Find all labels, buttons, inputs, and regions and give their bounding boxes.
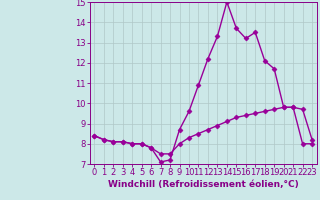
- X-axis label: Windchill (Refroidissement éolien,°C): Windchill (Refroidissement éolien,°C): [108, 180, 299, 189]
